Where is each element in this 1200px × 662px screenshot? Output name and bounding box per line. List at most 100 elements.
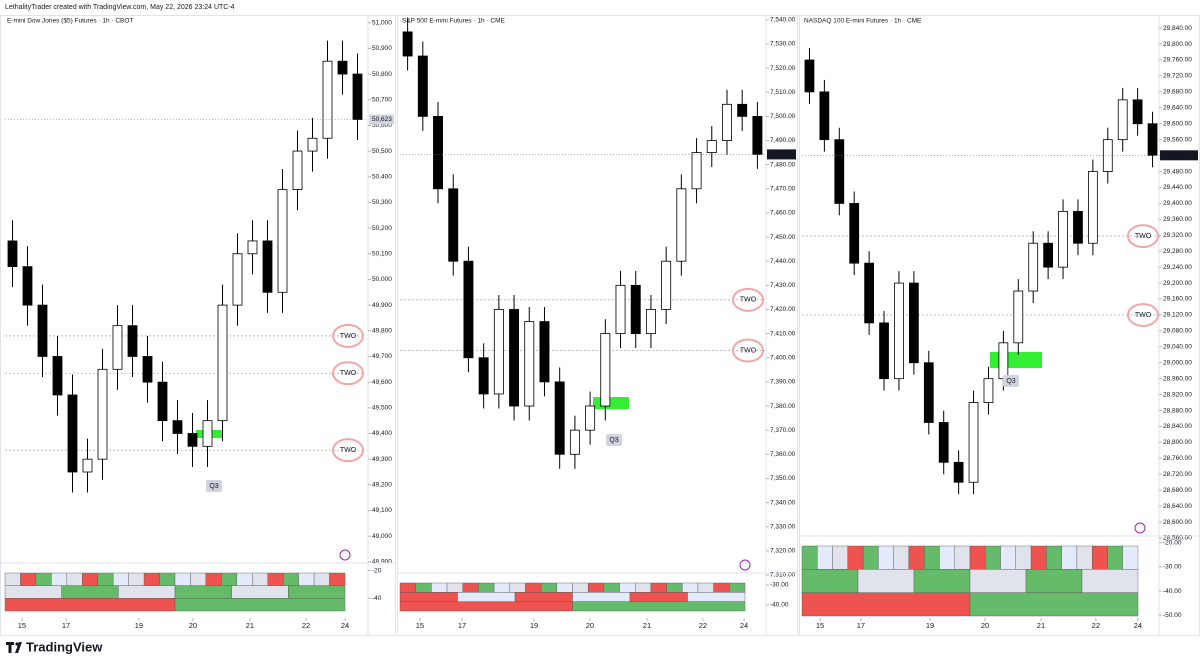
alert-icon bbox=[1134, 522, 1146, 534]
highlight-circle bbox=[332, 361, 364, 386]
y-tick-label: 49,700 bbox=[372, 353, 392, 360]
x-tick-label: 15 bbox=[816, 621, 824, 630]
x-tick-label: 15 bbox=[18, 621, 26, 630]
indicator-cell bbox=[969, 592, 1139, 617]
y-tick-label: 7,430.00 bbox=[770, 282, 796, 289]
candle-body bbox=[569, 429, 580, 455]
candle-body bbox=[172, 420, 183, 434]
y-tick-label: 29,840.00 bbox=[1163, 25, 1192, 32]
y-tick-label: 29,240.00 bbox=[1163, 264, 1192, 271]
indicator-cell bbox=[913, 569, 971, 593]
candle-body bbox=[7, 240, 18, 268]
indicator-cell bbox=[857, 569, 915, 593]
y-tick-label: 7,480.00 bbox=[770, 161, 796, 168]
y-tick-label: 29,640.00 bbox=[1163, 105, 1192, 112]
x-tick-label: 20 bbox=[586, 621, 594, 630]
y-tick-label: 29,320.00 bbox=[1163, 232, 1192, 239]
annotation-box bbox=[606, 434, 622, 446]
candle-body bbox=[1028, 242, 1039, 292]
highlight-circle bbox=[732, 338, 764, 363]
candle-body bbox=[247, 240, 258, 255]
candle-body bbox=[676, 188, 687, 262]
candle-body bbox=[478, 357, 489, 395]
highlight-circle bbox=[332, 438, 364, 463]
indicator-cell bbox=[20, 572, 37, 586]
y-tick-label: 50,100 bbox=[372, 250, 392, 257]
indicator-cell bbox=[908, 545, 925, 570]
candle-body bbox=[262, 240, 273, 293]
indicator-cell bbox=[985, 545, 1001, 570]
level-label: TWO bbox=[1135, 233, 1152, 240]
y-tick-label: 7,360.00 bbox=[770, 451, 796, 458]
indicator-cell bbox=[174, 572, 191, 586]
y-tick-label: 49,500 bbox=[372, 405, 392, 412]
indicator-tick-label: -20 bbox=[372, 567, 382, 574]
x-tick-label: 21 bbox=[1037, 621, 1045, 630]
y-tick-label: 7,460.00 bbox=[770, 210, 796, 217]
indicator-cell bbox=[1046, 545, 1062, 570]
footer-logo bbox=[6, 642, 22, 653]
candle-body bbox=[819, 91, 830, 141]
y-tick-label: 7,470.00 bbox=[770, 186, 796, 193]
indicator-cell bbox=[51, 572, 68, 586]
y-tick-label: 7,540.00 bbox=[770, 17, 796, 24]
candle-body bbox=[402, 31, 413, 57]
candle-body bbox=[923, 362, 934, 423]
indicator-cell bbox=[587, 582, 605, 593]
candle-body bbox=[879, 322, 889, 380]
candle-body bbox=[433, 115, 443, 190]
indicator-cell bbox=[603, 582, 620, 593]
candle-body bbox=[127, 325, 138, 357]
candle-body bbox=[938, 422, 949, 463]
indicator-cell bbox=[66, 572, 83, 586]
last-price-label: 29,520.75 bbox=[1163, 152, 1192, 159]
indicator-cell bbox=[236, 572, 253, 586]
y-tick-label: 7,520.00 bbox=[770, 65, 796, 72]
candle-body bbox=[292, 150, 303, 190]
chart-title: S&P 500 E-mini Futures · 1h · CME bbox=[402, 18, 505, 25]
annotation-box bbox=[1003, 375, 1019, 387]
indicator-tick-label: -30.00 bbox=[1163, 564, 1182, 571]
panel-border bbox=[0, 15, 396, 636]
indicator-cell bbox=[1091, 545, 1108, 570]
indicator-cell bbox=[1030, 545, 1047, 570]
y-tick-label: 51,000 bbox=[372, 19, 392, 26]
candle-body bbox=[202, 420, 213, 447]
candle-body bbox=[722, 103, 732, 141]
candle-body bbox=[352, 73, 363, 120]
chart-title: E-mini Dow Jones ($5) Futures · 1h · CBO… bbox=[7, 18, 133, 25]
panel-border bbox=[397, 15, 798, 636]
indicator-cell bbox=[4, 572, 21, 586]
indicator-cell bbox=[1122, 545, 1139, 570]
y-tick-label: 7,410.00 bbox=[770, 330, 796, 337]
y-tick-label: 7,440.00 bbox=[770, 258, 796, 265]
candle-body bbox=[909, 282, 919, 364]
y-tick-label: 29,600.00 bbox=[1163, 120, 1192, 127]
y-tick-label: 49,600 bbox=[372, 379, 392, 386]
x-tick-label: 24 bbox=[341, 621, 349, 630]
indicator-cell bbox=[832, 545, 849, 570]
y-tick-label: 50,300 bbox=[372, 199, 392, 206]
x-tick-label: 17 bbox=[458, 621, 466, 630]
y-tick-label: 28,880.00 bbox=[1163, 407, 1192, 414]
indicator-cell bbox=[509, 582, 526, 593]
y-tick-label: 29,040.00 bbox=[1163, 344, 1192, 351]
indicator-cell bbox=[540, 582, 558, 593]
indicator-cell bbox=[514, 592, 573, 602]
indicator-cell bbox=[82, 572, 98, 586]
y-tick-label: 50,700 bbox=[372, 96, 392, 103]
indicator-cell bbox=[847, 545, 864, 570]
indicator-cell bbox=[969, 545, 986, 570]
candle-body bbox=[1132, 99, 1143, 125]
indicator-cell bbox=[174, 585, 232, 599]
candle-body bbox=[998, 342, 1009, 380]
indicator-cell bbox=[231, 585, 289, 599]
candle-body bbox=[1147, 123, 1158, 156]
last-price-box bbox=[1160, 150, 1198, 161]
indicator-tick-label: -50.00 bbox=[1163, 612, 1182, 619]
y-tick-label: 7,380.00 bbox=[770, 403, 796, 410]
indicator-cell bbox=[159, 572, 176, 586]
indicator-cell bbox=[399, 592, 458, 602]
indicator-cell bbox=[493, 582, 510, 593]
y-tick-label: 28,960.00 bbox=[1163, 375, 1192, 382]
